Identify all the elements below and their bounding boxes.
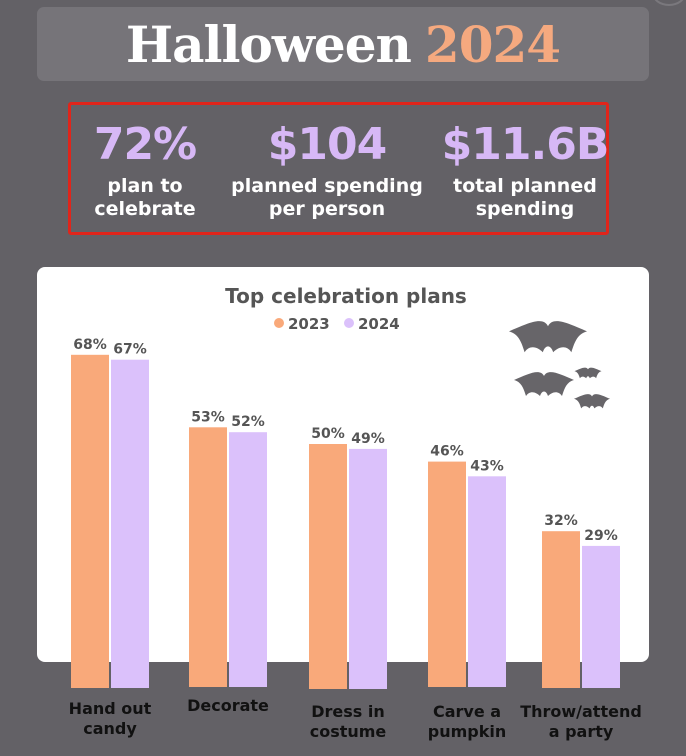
bat-icon (509, 321, 587, 353)
chart-title: Top celebration plans (225, 284, 467, 308)
legend-label-2024: 2024 (358, 315, 400, 333)
stat-total: $11.6B total planned spending (441, 105, 610, 221)
bar-2023-3 (309, 444, 347, 689)
bar-2024-5 (582, 545, 620, 688)
legend-label-2023: 2023 (288, 315, 330, 333)
data-label-2024-1: 67% (113, 342, 147, 358)
key-stats-panel: 72% plan to celebrate $104 planned spend… (68, 102, 609, 235)
stat-total-label: total planned spending (453, 175, 597, 220)
bar-2023-5 (542, 531, 580, 688)
data-label-2024-4: 43% (470, 458, 504, 474)
bar-series: 68% 67% 53% 52% 50% 49% 46% 43% 32% 29% (71, 337, 620, 689)
page-title: Halloween 2024 (37, 7, 649, 81)
bar-2023-1 (71, 354, 109, 688)
legend-marker-2024 (344, 318, 354, 328)
stat-celebrate-value: 72% (93, 119, 197, 170)
data-label-2023-5: 32% (544, 513, 578, 529)
bar-2024-2 (229, 432, 267, 687)
stat-per-person-label: planned spending per person (231, 175, 423, 220)
bar-2023-4 (428, 461, 466, 687)
chart-legend: 2023 2024 (274, 315, 400, 333)
data-label-2023-3: 50% (311, 426, 345, 442)
bar-2024-3 (349, 448, 387, 689)
category-label-3: Dress in costume (309, 702, 387, 741)
data-label-2023-2: 53% (191, 409, 225, 425)
title-word: Halloween (125, 14, 412, 74)
category-label-5: Throw/attend a party (520, 702, 642, 741)
stat-celebrate-label: plan to celebrate (94, 175, 196, 220)
bat-icon (574, 367, 602, 379)
bat-decorations (509, 321, 610, 409)
bar-2024-4 (468, 476, 506, 687)
bat-icon (574, 394, 610, 409)
stat-per-person: $104 planned spending per person (227, 105, 427, 221)
title-year: 2024 (424, 14, 561, 74)
data-label-2024-3: 49% (351, 431, 385, 447)
stat-total-value: $11.6B (441, 119, 610, 170)
data-label-2023-4: 46% (430, 444, 464, 460)
data-label-2024-2: 52% (231, 414, 265, 430)
data-label-2023-1: 68% (73, 337, 107, 353)
stat-per-person-value: $104 (267, 119, 387, 170)
category-label-4: Carve a pumpkin (427, 702, 507, 741)
bat-icon (514, 372, 574, 396)
bar-2023-2 (189, 427, 227, 687)
category-label-2: Decorate (187, 696, 269, 715)
bar-2024-1 (111, 359, 149, 688)
stat-celebrate: 72% plan to celebrate (71, 105, 219, 221)
legend-marker-2023 (274, 318, 284, 328)
data-label-2024-5: 29% (584, 528, 618, 544)
category-label-1: Hand out candy (68, 699, 152, 738)
